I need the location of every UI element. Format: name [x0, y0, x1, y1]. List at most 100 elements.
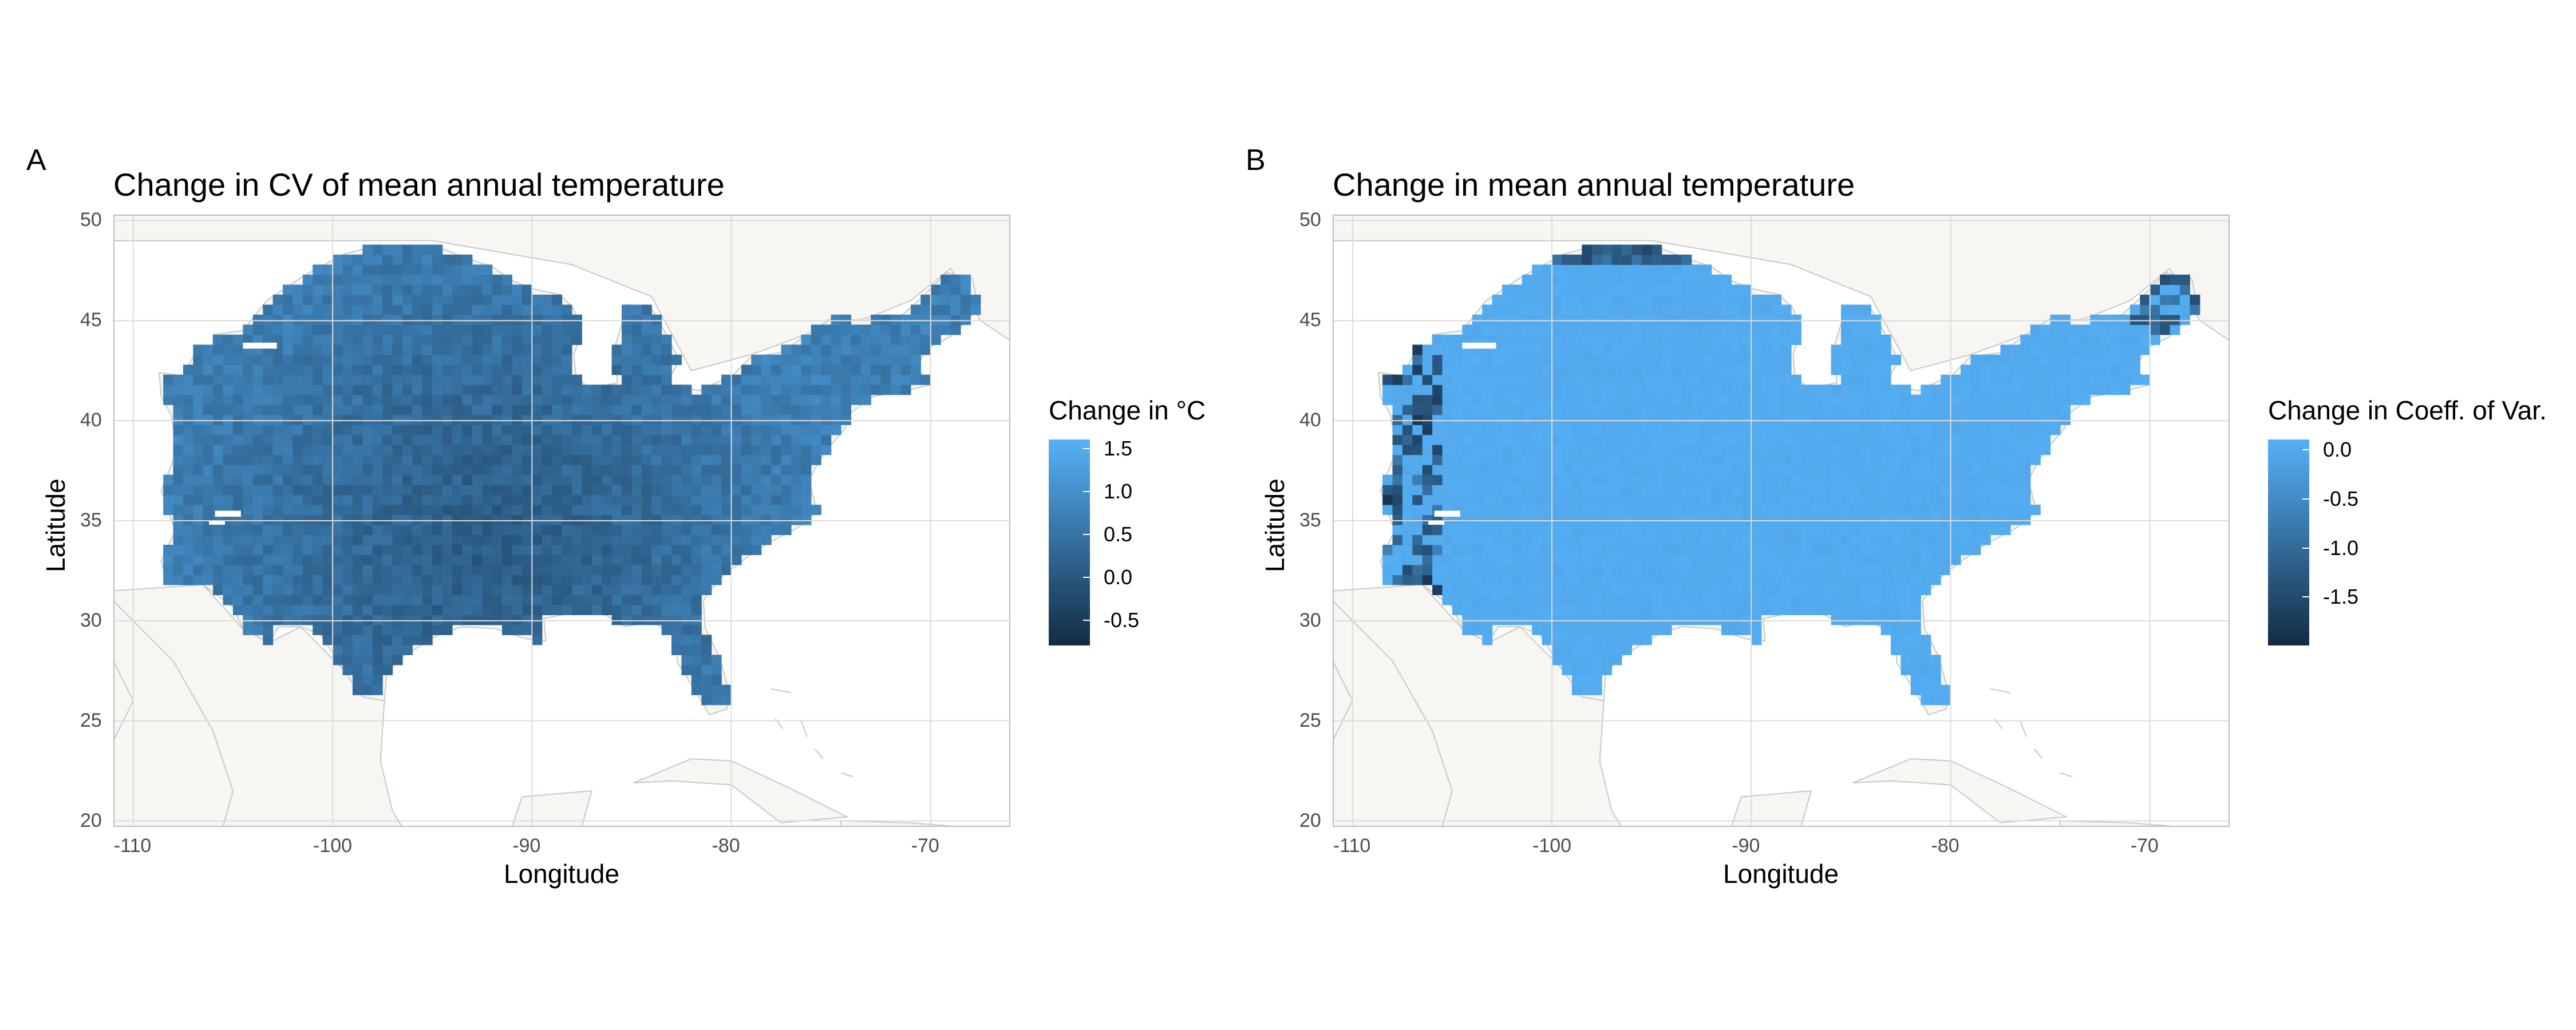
raster-cell [1522, 525, 1532, 536]
raster-cell [512, 474, 523, 485]
raster-cell [1602, 664, 1613, 675]
raster-cell [791, 365, 801, 375]
raster-cell [1771, 394, 1782, 405]
raster-cell [1831, 385, 1842, 395]
raster-cell [661, 584, 672, 595]
raster-cell [1621, 545, 1632, 556]
raster-cell [1512, 445, 1523, 455]
raster-cell [382, 284, 393, 295]
raster-cell [521, 454, 532, 465]
raster-cell [1711, 494, 1722, 505]
raster-cell [731, 525, 742, 536]
raster-cell [661, 564, 672, 575]
raster-cell [582, 425, 592, 435]
raster-cell [821, 354, 832, 365]
raster-cell [552, 405, 563, 415]
raster-cell [1492, 525, 1503, 536]
raster-cell [462, 334, 473, 345]
raster-cell [462, 554, 473, 565]
raster-cell [313, 425, 323, 435]
raster-cell [1930, 575, 1941, 585]
raster-cell [711, 445, 722, 455]
raster-cell [1621, 554, 1632, 565]
raster-cell [1602, 244, 1613, 255]
raster-cell [1691, 284, 1702, 295]
raster-cell [462, 445, 473, 455]
raster-cell [1591, 564, 1602, 575]
raster-cell [193, 564, 204, 575]
raster-cell [1402, 385, 1413, 395]
raster-cell [1781, 514, 1792, 525]
raster-cell [402, 274, 413, 285]
raster-cell [412, 454, 423, 465]
raster-cell [1492, 414, 1503, 425]
raster-cell [492, 434, 503, 445]
raster-cell [1910, 584, 1921, 595]
raster-cell [641, 494, 652, 505]
raster-cell [1950, 525, 1961, 536]
raster-cell [2100, 374, 2111, 385]
raster-cell [1621, 514, 1632, 525]
raster-cell [203, 545, 214, 556]
raster-cell [1871, 474, 1882, 485]
raster-cell [2080, 324, 2091, 335]
raster-cell [1641, 534, 1652, 545]
raster-cell [352, 414, 363, 425]
raster-cell [492, 304, 503, 315]
raster-cell [472, 425, 483, 435]
raster-cell [372, 445, 383, 455]
raster-cell [232, 485, 243, 496]
raster-cell [1602, 454, 1613, 465]
raster-cell [1801, 595, 1812, 605]
raster-cell [482, 334, 493, 345]
raster-cell [521, 505, 532, 516]
raster-cell [452, 454, 463, 465]
raster-cell [841, 334, 851, 345]
raster-cell [691, 624, 702, 635]
raster-cell [1542, 414, 1552, 425]
raster-cell [302, 414, 313, 425]
raster-cell [1452, 425, 1463, 435]
raster-cell [2000, 394, 2011, 405]
raster-cell [1552, 284, 1562, 295]
raster-cell [1930, 554, 1941, 565]
raster-cell [1462, 525, 1473, 536]
raster-cell [1791, 314, 1801, 325]
raster-cell [502, 394, 512, 405]
raster-cell [552, 314, 563, 325]
raster-cell [1472, 564, 1483, 575]
raster-cell [223, 554, 234, 565]
raster-cell [382, 474, 393, 485]
raster-cell [1522, 385, 1532, 395]
raster-cell [1711, 485, 1722, 496]
raster-cell [1631, 624, 1642, 635]
raster-cell [263, 584, 274, 595]
raster-cell [611, 434, 622, 445]
raster-cell [1781, 564, 1792, 575]
raster-cell [1891, 414, 1901, 425]
raster-cell [1591, 534, 1602, 545]
raster-cell [1582, 624, 1593, 635]
raster-cell [512, 354, 523, 365]
raster-cell [1552, 644, 1562, 655]
raster-cell [761, 534, 772, 545]
raster-cell [1522, 595, 1532, 605]
raster-cell [591, 525, 602, 536]
raster-cell [661, 595, 672, 605]
raster-cell [1970, 514, 1981, 525]
raster-cell [1522, 534, 1532, 545]
raster-cell [1860, 545, 1871, 556]
raster-cell [2010, 465, 2021, 476]
raster-cell [2160, 274, 2171, 285]
raster-cell [1751, 514, 1762, 525]
raster-cell [1591, 604, 1602, 615]
raster-cell [283, 304, 293, 315]
raster-cell [402, 525, 413, 536]
raster-cell [681, 514, 692, 525]
raster-cell [1970, 414, 1981, 425]
raster-cell [1672, 254, 1682, 265]
raster-cell [1841, 554, 1851, 565]
raster-cell [352, 474, 363, 485]
island-mark [2033, 748, 2043, 759]
raster-cell [1571, 494, 1582, 505]
